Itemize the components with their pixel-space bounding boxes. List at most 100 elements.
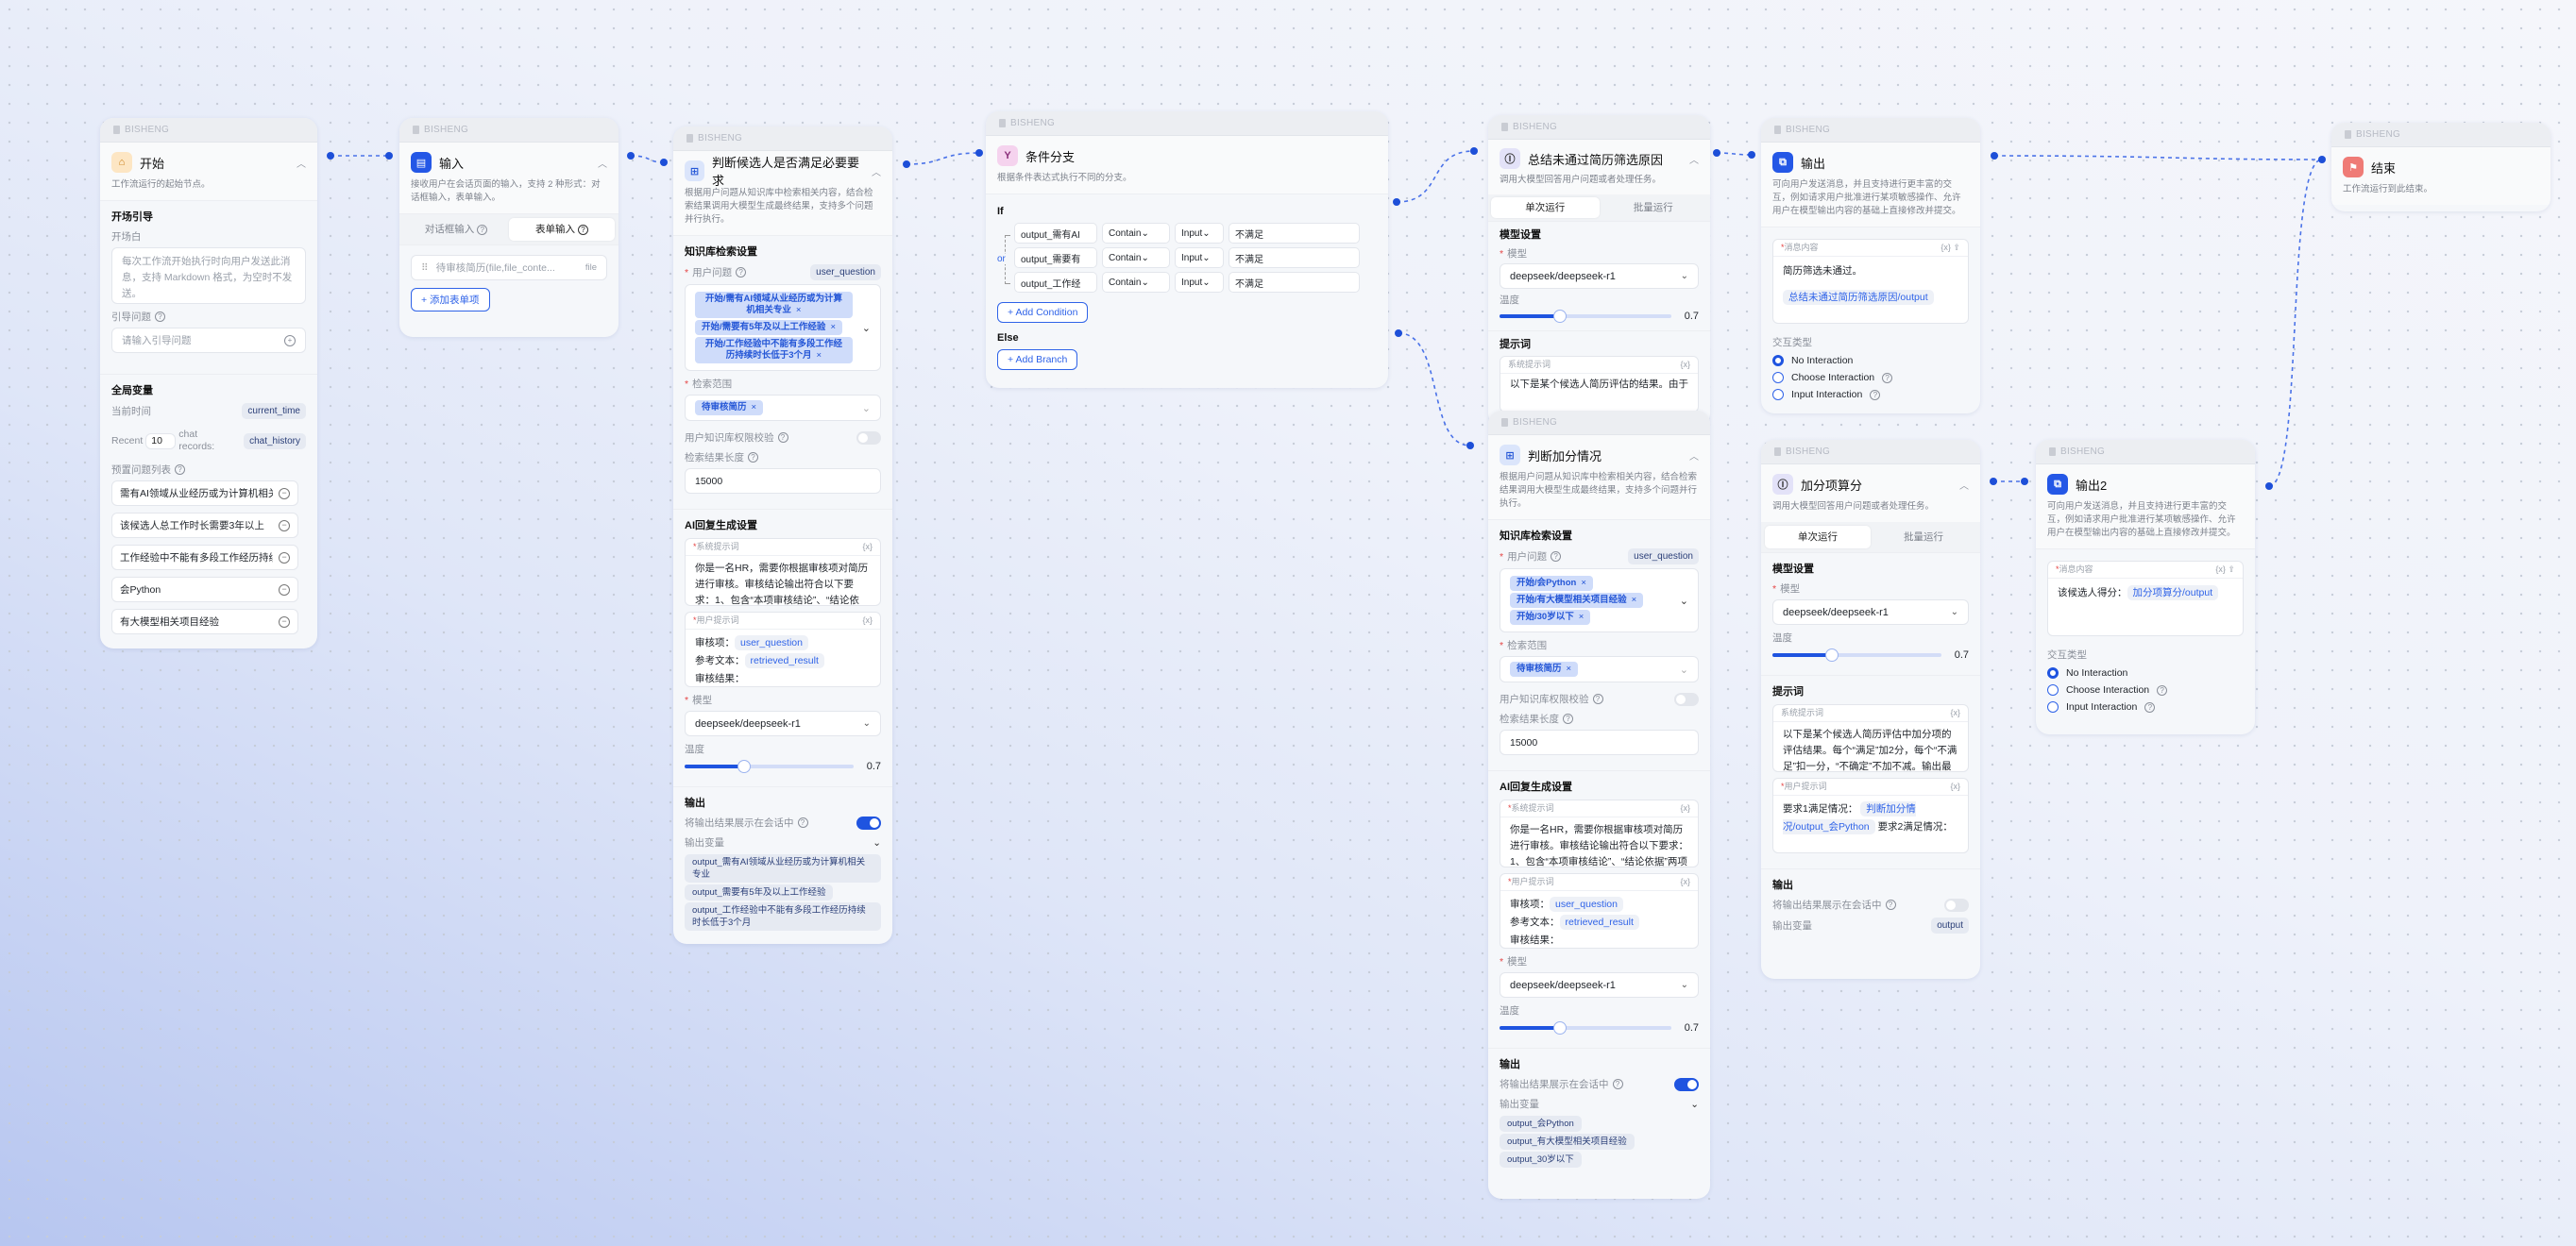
guide-question-input[interactable]: 请输入引导问题 <box>122 335 192 346</box>
system-prompt-editor[interactable]: *系统提示词 {x} 你是一名HR，需要你根据审核项对简历进行审核。审核结论输出符合… <box>1500 800 1699 867</box>
user-question-select[interactable]: 开始/会Python × 开始/有大模型相关项目经验 × 开始/30岁以下 × ⌄ <box>1500 568 1699 632</box>
edge-input-judge1[interactable] <box>630 155 665 163</box>
help-icon[interactable]: ? <box>797 817 808 828</box>
temperature-slider[interactable] <box>1500 1021 1671 1035</box>
prompt-text[interactable]: 以下是某个候选人简历评估中加分项的评估结果。每个“满足”加2分，每个“不满足”扣… <box>1783 729 1957 771</box>
operator-select[interactable]: Contain ⌄ <box>1102 247 1170 268</box>
node-summarize-rejection[interactable]: BISHENG Ⓘ 总结未通过简历筛选原因 ︿ 调用大模型回答用户问题或者处理任务。… <box>1488 115 1710 427</box>
preset-question[interactable]: 会Python − <box>111 577 298 602</box>
result-length-input[interactable]: 15000 <box>1500 730 1699 755</box>
variable-icon[interactable]: {x} <box>1950 782 1960 791</box>
remove-tag-icon[interactable]: × <box>795 305 802 315</box>
tab-single-run[interactable]: 单次运行 <box>1765 526 1871 548</box>
preset-question[interactable]: 工作经验中不能有多段工作经历持续时长低于3个月− <box>111 545 298 570</box>
temperature-slider[interactable] <box>685 760 854 773</box>
value-type-select[interactable]: Input ⌄ <box>1175 247 1224 268</box>
remove-icon[interactable]: − <box>279 551 290 564</box>
variable-ref[interactable]: retrieved_result <box>1559 915 1639 930</box>
tab-form-input[interactable]: 表单输入 ? <box>509 218 615 241</box>
variable-ref[interactable]: retrieved_result <box>744 653 824 668</box>
variable-icon[interactable]: {x} <box>1940 243 1951 252</box>
variable-ref[interactable]: 总结未通过简历筛选原因/output <box>1783 290 1934 305</box>
upload-icon[interactable]: ⇪ <box>1953 243 1960 252</box>
variable-icon[interactable]: {x} <box>2215 564 2226 574</box>
remove-icon[interactable]: − <box>279 487 290 499</box>
variable-icon[interactable]: {x} <box>1680 877 1690 886</box>
edge-summary-output[interactable] <box>1716 152 1753 156</box>
collapse-icon[interactable]: ︿ <box>1689 451 1699 463</box>
condition-value-input[interactable]: 不满足 <box>1229 223 1360 244</box>
node-judge-bonus[interactable]: BISHENG ⊞ 判断加分情况 ︿ 根据用户问题从知识库中检索相关内容，结合检索结… <box>1488 411 1710 1199</box>
add-condition-button[interactable]: + Add Condition <box>997 302 1089 323</box>
help-icon[interactable]: ? <box>1563 714 1573 724</box>
edge-judge1-condition[interactable] <box>906 152 980 165</box>
collapse-icon[interactable]: ︿ <box>297 159 306 170</box>
value-type-select[interactable]: Input ⌄ <box>1175 272 1224 293</box>
operator-select[interactable]: Contain ⌄ <box>1102 272 1170 293</box>
variable-ref[interactable]: user_question <box>1550 897 1623 912</box>
user-prompt-editor[interactable]: *用户提示词 {x} 要求1满足情况： 判断加分情况/output_会Python… <box>1772 778 1969 853</box>
help-icon[interactable]: ? <box>1551 551 1562 562</box>
tab-dialog-input[interactable]: 对话框输入 ? <box>403 218 509 241</box>
handle-start-out[interactable] <box>327 152 334 160</box>
help-icon[interactable]: ? <box>477 225 488 235</box>
add-form-item-button[interactable]: + 添加表单项 <box>411 288 490 312</box>
operator-select[interactable]: Contain ⌄ <box>1102 223 1170 244</box>
prompt-text[interactable]: 以下是某个候选人简历评估的结果。由于 <box>1510 379 1688 390</box>
remove-tag-icon[interactable]: × <box>1578 612 1585 622</box>
user-prompt-editor[interactable]: *用户提示词 {x} 审核项： user_question 参考文本： retrieve… <box>1500 873 1699 949</box>
show-in-chat-toggle[interactable] <box>1944 898 1969 912</box>
node-end[interactable]: BISHENG ⚑ 结束 工作流运行到此结束。 <box>2331 123 2551 211</box>
variable-select[interactable]: output_工作经 <box>1014 272 1097 293</box>
handle-judge2-in[interactable] <box>1466 442 1474 449</box>
temperature-slider[interactable] <box>1500 310 1671 323</box>
opening-message-textarea[interactable]: 每次工作流开始执行时向用户发送此消息，支持 Markdown 格式，为空时不发送… <box>111 247 306 304</box>
drag-handle-icon[interactable]: ⠿ <box>421 261 429 274</box>
handle-input-out[interactable] <box>627 152 635 160</box>
tab-single-run[interactable]: 单次运行 <box>1491 197 1600 218</box>
help-icon[interactable]: ? <box>155 312 165 322</box>
slider-handle[interactable] <box>1824 648 1839 662</box>
temperature-slider[interactable] <box>1772 648 1941 662</box>
handle-end-in[interactable] <box>2318 156 2326 163</box>
remove-tag-icon[interactable]: × <box>1566 664 1572 674</box>
help-icon[interactable]: ? <box>736 267 747 278</box>
search-scope-select[interactable]: 待审核简历 × ⌄ <box>685 395 881 421</box>
variable-icon[interactable]: {x} <box>1950 708 1960 717</box>
handle-bonus-out[interactable] <box>1990 478 1997 485</box>
radio-input-interaction[interactable]: Input Interaction? <box>2047 701 2244 713</box>
help-icon[interactable]: ? <box>2157 684 2168 696</box>
variable-icon[interactable]: {x} <box>1680 360 1690 369</box>
handle-summary-out[interactable] <box>1713 149 1720 157</box>
edge-condition-if-summary[interactable] <box>1396 150 1475 203</box>
remove-tag-icon[interactable]: × <box>751 402 757 413</box>
radio-input-interaction[interactable]: Input Interaction? <box>1772 389 1969 400</box>
node-input[interactable]: BISHENG ▤ 输入 ︿ 接收用户在会话页面的输入，支持 2 种形式：对话框输入… <box>399 118 619 337</box>
variable-select[interactable]: output_需要有 <box>1014 247 1097 268</box>
chevron-down-icon[interactable]: ⌄ <box>861 402 871 414</box>
form-field-item[interactable]: ⠿ 待审核简历(file,file_conte... file <box>411 255 607 280</box>
help-icon[interactable]: ? <box>1612 1079 1623 1089</box>
help-icon[interactable]: ? <box>1592 694 1603 704</box>
message-content-editor[interactable]: *消息内容 {x} ⇪ 该候选人得分： 加分项算分/output <box>2047 561 2244 636</box>
slider-handle[interactable] <box>737 760 751 773</box>
chevron-down-icon[interactable]: ⌄ <box>861 322 871 334</box>
user-question-select[interactable]: 开始/需有AI领域从业经历或为计算机相关专业 × 开始/需要有5年及以上工作经验 ×… <box>685 284 881 371</box>
radio-no-interaction[interactable]: No Interaction <box>1772 355 1969 366</box>
handle-summary-in[interactable] <box>1470 147 1478 155</box>
handle-output-out[interactable] <box>1991 152 1998 160</box>
node-start[interactable]: BISHENG ⌂ 开始 ︿ 工作流运行的起始节点。 开场引导 开场白 每次工作流开… <box>100 118 317 648</box>
handle-condition-if[interactable] <box>1393 198 1400 206</box>
show-in-chat-toggle[interactable] <box>1674 1077 1699 1091</box>
condition-value-input[interactable]: 不满足 <box>1229 272 1360 293</box>
remove-tag-icon[interactable]: × <box>1581 578 1586 588</box>
prompt-text[interactable]: 你是一名HR，需要你根据审核项对简历进行审核。审核结论输出符合以下要求：1、包含… <box>1510 824 1688 867</box>
condition-value-input[interactable]: 不满足 <box>1229 247 1360 268</box>
add-branch-button[interactable]: + Add Branch <box>997 349 1078 370</box>
model-select[interactable]: deepseek/deepseek-r1 ⌄ <box>685 711 881 736</box>
help-icon[interactable]: ? <box>1870 389 1881 400</box>
model-select[interactable]: deepseek/deepseek-r1 ⌄ <box>1772 599 1969 625</box>
help-icon[interactable]: ? <box>748 452 758 463</box>
chevron-down-icon[interactable]: ⌄ <box>1679 595 1688 607</box>
recent-count-input[interactable]: 10 <box>145 432 177 449</box>
